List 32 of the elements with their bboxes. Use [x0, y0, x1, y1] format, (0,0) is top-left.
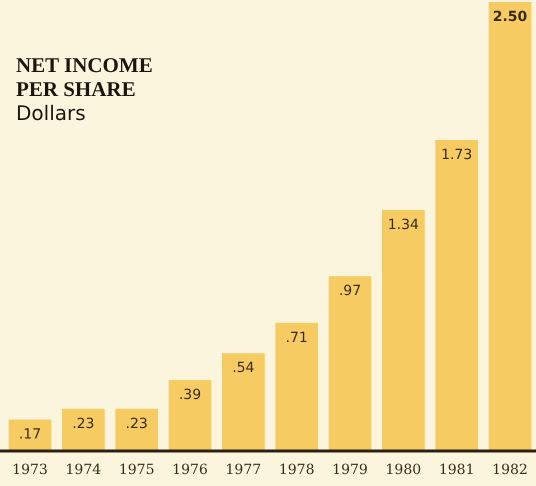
bar	[328, 276, 372, 450]
x-tick-label: 1978	[278, 462, 314, 478]
data-label: 2.50	[492, 9, 528, 25]
data-label: 1.34	[388, 216, 420, 233]
bar	[62, 408, 105, 450]
data-label: .39	[178, 387, 202, 404]
bar	[275, 322, 318, 450]
x-tick-label: 1973	[12, 462, 48, 478]
x-tick-label: 1981	[438, 462, 474, 478]
text: NET INCOME PER SHARE	[16, 53, 153, 101]
text: Dollars	[16, 101, 86, 125]
x-tick-label: 1974	[66, 462, 102, 478]
bar	[8, 420, 52, 450]
data-label: .23	[72, 416, 94, 432]
x-tick-label: 1982	[492, 462, 528, 478]
data-label: .97	[338, 283, 362, 300]
data-label: 1.73	[441, 146, 472, 163]
bar	[115, 408, 158, 450]
bar	[222, 353, 265, 450]
x-tick-label: 1979	[332, 462, 368, 478]
x-tick-label: 1980	[386, 462, 422, 478]
data-label: .71	[286, 330, 308, 346]
data-label: .54	[232, 360, 255, 376]
x-tick-label: 1975	[118, 462, 154, 478]
bar	[488, 2, 532, 450]
x-tick-label: 1976	[172, 462, 208, 478]
data-label: .17	[18, 426, 42, 443]
bar	[382, 210, 425, 450]
x-tick-label: 1977	[226, 462, 262, 478]
bar	[435, 140, 478, 450]
bar	[168, 380, 212, 450]
data-label: .23	[126, 416, 148, 432]
